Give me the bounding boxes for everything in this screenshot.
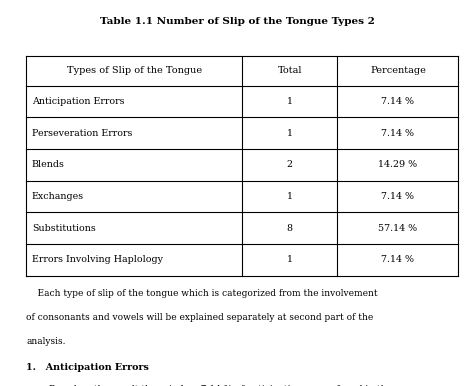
Text: Exchanges: Exchanges [32, 192, 84, 201]
Text: 1.   Anticipation Errors: 1. Anticipation Errors [26, 363, 149, 372]
Text: 1: 1 [287, 255, 293, 264]
Text: 8: 8 [287, 223, 293, 233]
Text: Each type of slip of the tongue which is categorized from the involvement: Each type of slip of the tongue which is… [26, 289, 378, 298]
Text: Anticipation Errors: Anticipation Errors [32, 97, 124, 106]
Text: 7.14 %: 7.14 % [381, 192, 414, 201]
Text: analysis.: analysis. [26, 337, 66, 346]
Text: 7.14 %: 7.14 % [381, 255, 414, 264]
Text: 1: 1 [287, 192, 293, 201]
Text: 14.29 %: 14.29 % [378, 160, 418, 169]
Text: Blends: Blends [32, 160, 65, 169]
Text: Table 1.1 Number of Slip of the Tongue Types 2: Table 1.1 Number of Slip of the Tongue T… [100, 17, 375, 26]
Text: Perseveration Errors: Perseveration Errors [32, 129, 132, 138]
Text: of consonants and vowels will be explained separately at second part of the: of consonants and vowels will be explain… [26, 313, 373, 322]
Text: Based on the result there is 1 or 7.14 % of anticipation errors found in the: Based on the result there is 1 or 7.14 %… [26, 385, 392, 386]
Text: 7.14 %: 7.14 % [381, 129, 414, 138]
Text: 1: 1 [287, 129, 293, 138]
Text: Errors Involving Haplology: Errors Involving Haplology [32, 255, 163, 264]
Text: Substitutions: Substitutions [32, 223, 95, 233]
Text: Types of Slip of the Tongue: Types of Slip of the Tongue [66, 66, 202, 75]
Text: Percentage: Percentage [370, 66, 426, 75]
Text: 1: 1 [287, 97, 293, 106]
Text: 57.14 %: 57.14 % [378, 223, 418, 233]
Text: 7.14 %: 7.14 % [381, 97, 414, 106]
Text: 2: 2 [287, 160, 293, 169]
Text: Total: Total [277, 66, 302, 75]
